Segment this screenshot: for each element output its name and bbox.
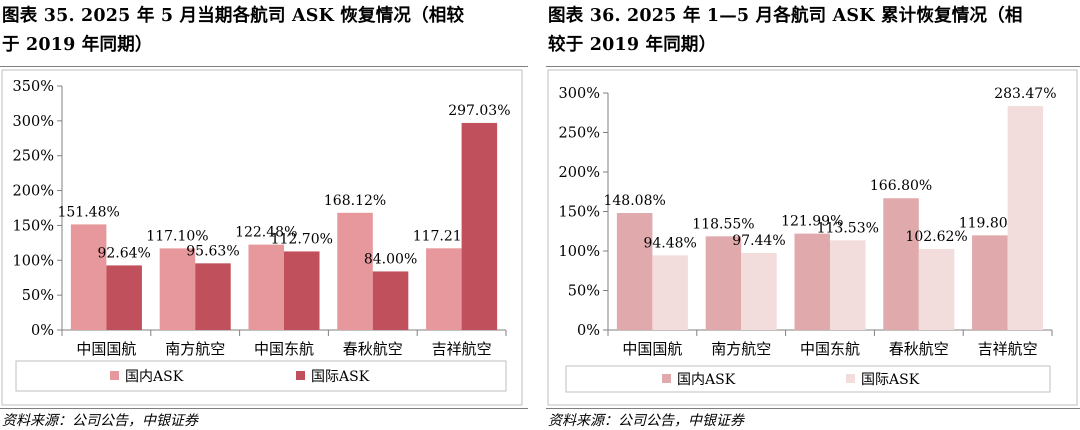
bar [972, 235, 1008, 330]
bottom-rule [0, 408, 528, 409]
data-label: 97.44% [732, 233, 785, 249]
data-label: 118.55% [692, 216, 754, 232]
bar-chart-35: 0% 50% 100% 150% 200% 250% 300% 350% 中国国航 南方航空 中国东… [1, 69, 523, 406]
legend-swatch [662, 374, 671, 383]
chart-title: 图表 35. 2025 年 5 月当期各航司 ASK 恢复情况（相较 于 201… [2, 2, 464, 60]
legend-swatch [110, 371, 119, 380]
data-label: 297.03% [448, 103, 510, 119]
data-label: 151.48% [57, 204, 119, 220]
bar [461, 122, 498, 330]
x-tick-label: 南方航空 [165, 340, 225, 358]
y-tick-label: 250% [13, 149, 54, 165]
y-tick-label: 300% [13, 114, 54, 130]
bar [426, 248, 462, 330]
legend-label: 国内ASK [125, 369, 184, 385]
legend-box [15, 360, 507, 392]
legend-box [565, 365, 1051, 393]
source-note: 资料来源：公司公告，中银证券 [2, 413, 198, 429]
x-tick-label: 吉祥航空 [978, 340, 1038, 358]
chart-title-line1: 图表 36. 2025 年 1—5 月各航司 ASK 累计恢复情况（相 [548, 6, 1023, 26]
y-tick-label: 150% [559, 205, 600, 221]
x-tick-label: 南方航空 [711, 340, 771, 358]
x-tick-label: 中国国航 [622, 340, 682, 358]
bar [883, 198, 919, 330]
x-tick-label: 春秋航空 [343, 340, 403, 358]
bar [794, 233, 830, 330]
data-label: 112.70% [271, 231, 333, 247]
data-label: 117.10% [146, 228, 208, 244]
x-tick-label: 中国东航 [800, 340, 860, 358]
bar [372, 271, 409, 330]
bar [705, 236, 742, 330]
x-tick-label: 中国国航 [76, 340, 136, 358]
bar [830, 240, 866, 330]
y-tick-label: 300% [559, 86, 600, 102]
bottom-rule [546, 408, 1080, 409]
data-label: 121.99% [781, 214, 843, 230]
bar-chart-36: 0% 50% 100% 150% 200% 250% 300% 中国国航 南方航空 中国东航 春秋航… [547, 69, 1078, 406]
data-label: 119.80% [959, 215, 1021, 231]
chart-title: 图表 36. 2025 年 1—5 月各航司 ASK 累计恢复情况（相 较于 2… [548, 2, 1023, 60]
bar [248, 244, 284, 330]
data-label: 166.80% [870, 178, 932, 194]
legend-label: 国际ASK [861, 372, 920, 388]
y-tick-label: 100% [559, 244, 600, 260]
data-label: 283.47% [994, 86, 1056, 102]
y-tick-label: 200% [13, 184, 54, 200]
data-label: 94.48% [643, 235, 696, 251]
y-tick-label: 100% [13, 253, 54, 269]
bar [195, 263, 231, 330]
x-tick-label: 春秋航空 [889, 340, 949, 358]
legend-swatch [846, 374, 855, 383]
bar [918, 248, 955, 330]
legend-label: 国际ASK [311, 369, 370, 385]
data-label: 148.08% [603, 193, 665, 209]
y-tick-label: 200% [559, 165, 600, 181]
data-label: 122.48% [235, 225, 297, 241]
chart-title-line2: 于 2019 年同期） [2, 35, 153, 55]
bar [284, 251, 320, 330]
bar [741, 253, 777, 330]
data-label: 113.53% [817, 220, 879, 236]
legend-swatch [296, 371, 305, 380]
y-tick-label: 150% [13, 218, 54, 234]
data-label: 168.12% [324, 193, 386, 209]
top-rule [0, 66, 528, 67]
data-label: 102.62% [905, 229, 967, 245]
y-tick-label: 0% [31, 323, 54, 339]
bar [106, 265, 142, 330]
x-tick-label: 吉祥航空 [432, 340, 492, 358]
legend-label: 国内ASK [677, 372, 736, 388]
y-tick-label: 350% [13, 79, 54, 95]
y-tick-label: 250% [559, 126, 600, 142]
bar [159, 248, 196, 330]
bar [70, 224, 107, 330]
data-label: 84.00% [364, 251, 417, 267]
chart-frame [1, 69, 523, 406]
bar [616, 213, 653, 330]
source-note: 资料来源：公司公告，中银证券 [548, 413, 744, 429]
x-tick-label: 中国东航 [254, 340, 314, 358]
data-label: 92.64% [97, 245, 150, 261]
data-label: 117.21% [413, 228, 475, 244]
bar [652, 255, 688, 330]
bar [337, 212, 373, 330]
data-label: 95.63% [186, 243, 239, 259]
y-tick-label: 0% [577, 323, 600, 339]
y-tick-label: 50% [568, 284, 600, 300]
y-tick-label: 50% [22, 288, 54, 304]
chart-frame [547, 69, 1078, 406]
chart-title-line2: 较于 2019 年同期） [548, 35, 717, 55]
bar [1007, 106, 1044, 330]
top-rule [546, 66, 1080, 67]
chart-title-line1: 图表 35. 2025 年 5 月当期各航司 ASK 恢复情况（相较 [2, 6, 465, 26]
